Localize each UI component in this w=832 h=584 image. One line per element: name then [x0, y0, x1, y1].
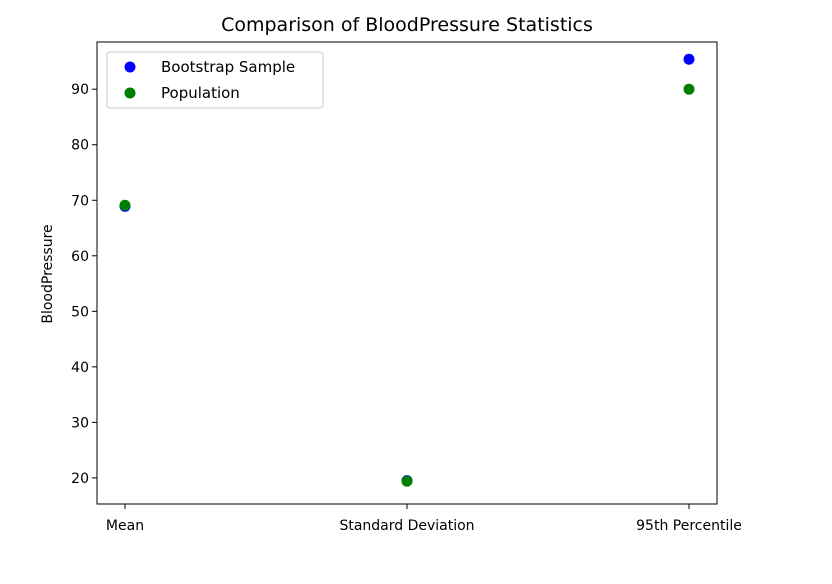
y-tick-label: 90: [71, 82, 89, 98]
chart-title: Comparison of BloodPressure Statistics: [221, 14, 593, 36]
y-axis-ticks: 20 30 40 50 60 70 80 90: [71, 82, 97, 487]
legend-marker: [124, 87, 136, 99]
legend-label: Population: [161, 84, 240, 102]
data-point-population: [401, 475, 413, 487]
data-point-bootstrap-sample: [683, 53, 695, 65]
y-tick-label: 80: [71, 138, 89, 154]
y-tick-label: 60: [71, 249, 89, 265]
y-tick-label: 40: [71, 360, 89, 376]
y-tick-label: 70: [71, 193, 89, 209]
plot-area-frame: [96, 41, 718, 505]
x-tick-label: Standard Deviation: [339, 518, 474, 534]
y-tick-label: 50: [71, 304, 89, 320]
data-points-layer: [119, 53, 695, 487]
x-axis-ticks: Mean Standard Deviation 95th Percentile: [106, 504, 742, 534]
legend-label: Bootstrap Sample: [161, 58, 295, 76]
x-tick-label: Mean: [106, 518, 144, 534]
data-point-population: [683, 83, 695, 95]
y-axis-label: BloodPressure: [40, 224, 56, 323]
y-tick-label: 20: [71, 471, 89, 487]
legend: Bootstrap Sample Population: [106, 51, 324, 109]
y-tick-label: 30: [71, 415, 89, 431]
data-point-population: [119, 199, 131, 211]
x-tick-label: 95th Percentile: [636, 518, 742, 534]
legend-marker: [124, 61, 136, 73]
legend-box: [106, 51, 324, 109]
